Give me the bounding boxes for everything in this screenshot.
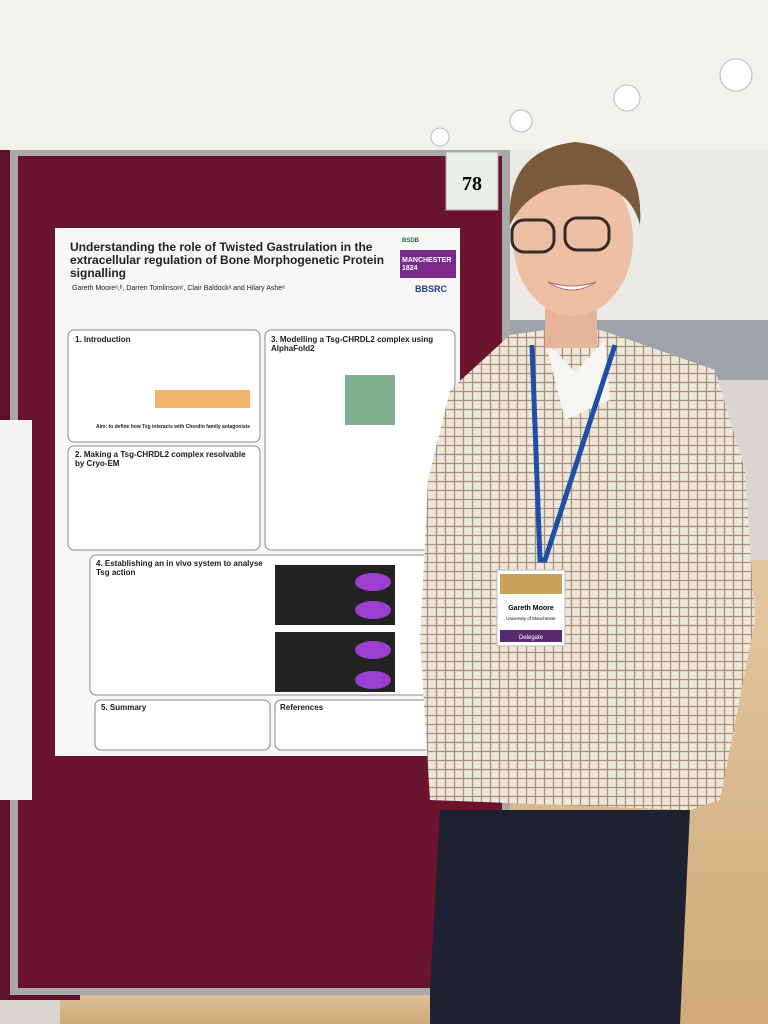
embryo — [355, 671, 391, 689]
badge-role: Delegate — [519, 635, 544, 641]
panel — [94, 699, 271, 751]
badge-affiliation: University of Manchester — [506, 616, 556, 621]
poster-title: Understanding the role of Twisted Gastru… — [70, 240, 385, 281]
glasses — [563, 216, 611, 252]
section-heading: 4. Establishing an in vivo system to ana… — [96, 559, 263, 577]
panel — [67, 445, 261, 551]
heatmap — [345, 375, 395, 425]
vent — [719, 58, 753, 92]
trousers — [430, 810, 690, 1024]
board-number-card — [445, 151, 499, 211]
panel — [67, 329, 261, 443]
vent — [430, 127, 450, 147]
section-heading: References — [280, 703, 324, 712]
section-heading: 2. Making a Tsg-CHRDL2 complex resolvabl… — [75, 450, 246, 468]
embryo — [355, 573, 391, 591]
logo-block — [400, 250, 456, 278]
board-number: 78 — [462, 173, 482, 195]
shirt — [420, 330, 755, 810]
logo: BBSRC — [415, 284, 448, 294]
hair — [509, 142, 641, 225]
logo: MANCHESTER 1824 — [402, 257, 452, 272]
badge-header — [500, 574, 562, 594]
vent — [509, 109, 533, 133]
t-shirt — [545, 340, 610, 420]
neighbour-poster — [0, 420, 32, 800]
embryo — [355, 601, 391, 619]
embryo — [355, 641, 391, 659]
figure — [155, 390, 250, 408]
face — [513, 164, 633, 316]
vent — [613, 84, 641, 112]
badge-band — [500, 630, 562, 642]
poster-authors: Gareth Mooreᵃ,ᵇ, Darren Tomlinsonᶜ, Clai… — [72, 285, 285, 292]
section-heading: 3. Modelling a Tsg-CHRDL2 complex using … — [271, 335, 434, 353]
glasses — [510, 218, 556, 254]
logo: BSDB — [402, 238, 420, 244]
badge-name: Gareth Moore — [508, 605, 554, 612]
smile — [547, 281, 597, 291]
lanyard — [529, 344, 618, 563]
ceiling — [0, 0, 768, 150]
poster-aim: Aim: to define how Tsg interacts with Ch… — [96, 424, 251, 430]
section-heading: 1. Introduction — [75, 335, 131, 344]
section-heading: 5. Summary — [101, 703, 147, 712]
